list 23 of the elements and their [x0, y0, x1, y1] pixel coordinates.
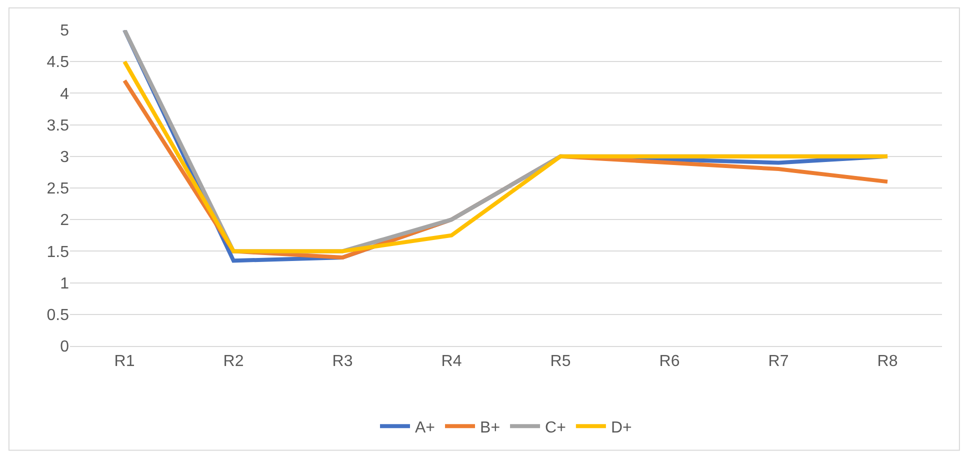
x-tick-label: R5 — [550, 353, 571, 370]
x-tick-label: R1 — [114, 353, 135, 370]
legend-label: C+ — [545, 419, 566, 436]
x-tick-label: R7 — [768, 353, 789, 370]
x-tick-label: R6 — [659, 353, 680, 370]
x-tick-label: R8 — [877, 353, 898, 370]
y-tick-label: 4.5 — [46, 54, 70, 72]
y-tick-label: 2.5 — [46, 180, 70, 198]
y-tick-label: 0.5 — [46, 307, 70, 324]
y-tick-label: 2 — [60, 212, 70, 230]
x-tick-label: R4 — [441, 353, 462, 370]
y-tick-label: 1.5 — [46, 244, 70, 261]
y-tick-label: 4 — [60, 86, 70, 103]
legend-label: D+ — [610, 419, 632, 436]
x-tick-label: R3 — [332, 353, 353, 370]
y-tick-label: 3 — [60, 149, 70, 166]
legend-label: B+ — [480, 419, 500, 436]
y-tick-label: 0 — [60, 338, 70, 356]
x-tick-label: R2 — [223, 353, 244, 370]
y-tick-label: 5 — [60, 22, 70, 40]
y-tick-label: 3.5 — [46, 117, 70, 134]
legend-label: A+ — [415, 419, 436, 436]
y-tick-label: 1 — [60, 275, 70, 292]
